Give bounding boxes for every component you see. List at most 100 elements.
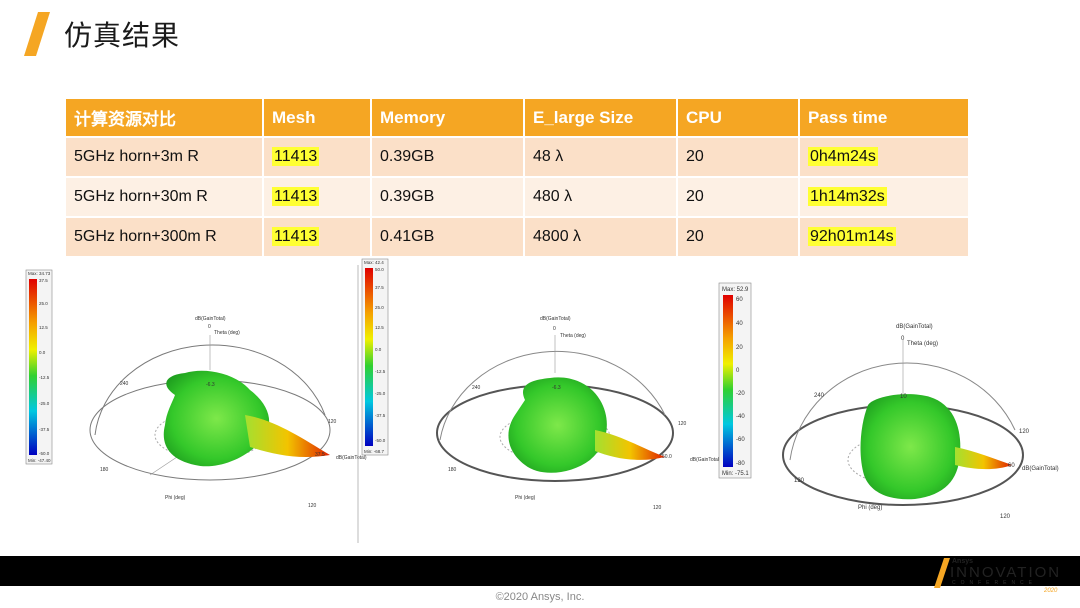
plot-3m: Max: 34.73 37.5 25.0 12.5 0.0 -12.5 -25.… (25, 269, 367, 509)
pass-time-value: 92h01m14s (808, 227, 896, 246)
legend-tick: -12.5 (375, 369, 386, 374)
legend-tick: 0.0 (375, 347, 382, 352)
legend-min: Min: -68.7 (364, 449, 385, 454)
legend-tick: -20 (736, 391, 745, 397)
legend-max: Max: 42.4 (364, 260, 384, 265)
theta-label: Theta (deg) (214, 330, 240, 336)
page-title: 仿真结果 (64, 19, 181, 52)
quantity-label-side: dB(GainTotal) (690, 457, 721, 463)
quantity-label-side: dB(GainTotal) (1022, 466, 1059, 472)
title-accent-bar (24, 12, 50, 56)
cpu-value: 20 (677, 136, 800, 177)
legend-tick: 25.0 (375, 305, 384, 310)
gain-pattern-3d (860, 394, 1012, 500)
quantity-label-side: dB(GainTotal) (336, 455, 367, 461)
plot-30m: Max: 42.4 50.0 37.5 25.0 12.5 0.0 -12.5 … (361, 258, 721, 511)
legend-tick: -25.0 (375, 391, 386, 396)
angle-label-120: 120 (1019, 429, 1030, 435)
legend-max: Max: 52.9 (722, 287, 749, 293)
theta-label: Theta (deg) (907, 341, 938, 347)
case-name: 5GHz horn+3m R (66, 136, 264, 177)
legend-tick: 50.0 (375, 267, 384, 272)
gain-pattern-3d (508, 377, 665, 473)
theta-zero-label: 0 (553, 326, 556, 332)
case-name: 5GHz horn+30m R (66, 176, 264, 217)
theta-label: Theta (deg) (560, 333, 586, 339)
footer-bar (0, 556, 1080, 586)
center-gain-label: -6.3 (206, 382, 215, 388)
plot-300m: Max: 52.9 60 40 20 0 -20 -40 -60 -80 Min… (718, 282, 1059, 520)
legend-min: Min: -47.40 (28, 458, 51, 463)
theta-zero-label: 0 (901, 336, 905, 342)
quantity-label: dB(GainTotal) (896, 324, 933, 330)
legend-tick: -50.0 (39, 451, 50, 456)
logo-subtitle: CONFERENCE (952, 580, 1038, 586)
angle-label-120b: 120 (308, 503, 317, 509)
legend-tick: -50.0 (375, 438, 386, 443)
angle-label-120b: 120 (653, 505, 662, 511)
legend-tick: -80 (736, 461, 745, 467)
table-row: 5GHz horn+30m R 11413 0.39GB 480 λ 20 1h… (66, 176, 970, 217)
mesh-value: 11413 (272, 187, 320, 206)
size-value: 480 λ (524, 176, 678, 217)
legend-min: Min: -75.1 (722, 471, 749, 477)
cpu-value: 20 (677, 216, 800, 256)
axis-labels: dB(GainTotal) 0 Theta (deg) -6.3 240 120… (100, 316, 367, 509)
legend-tick: 12.5 (39, 325, 48, 330)
legend-tick: 25.0 (39, 301, 48, 306)
legend-tick: 12.5 (375, 325, 384, 330)
legend-tick: -37.5 (375, 413, 386, 418)
memory-value: 0.39GB (371, 136, 525, 177)
angle-label-120: 120 (678, 421, 687, 427)
time-cell: 0h4m24s (799, 136, 970, 177)
legend-tick: 0.0 (39, 350, 46, 355)
legend-tick: -12.5 (39, 375, 50, 380)
center-gain-label: 10 (900, 394, 907, 400)
legend-tick: -37.5 (39, 427, 50, 432)
mesh-cell: 11413 (263, 136, 372, 177)
legend-tick: 20 (736, 345, 743, 351)
radiation-pattern-plots: Max: 34.73 37.5 25.0 12.5 0.0 -12.5 -25.… (25, 258, 1059, 543)
pass-time-value: 0h4m24s (808, 147, 878, 166)
table-row: 5GHz horn+3m R 11413 0.39GB 48 λ 20 0h4m… (66, 136, 970, 177)
legend-max: Max: 34.73 (28, 271, 51, 276)
logo-mark (934, 558, 950, 588)
legend-tick: 37.5 (375, 285, 384, 290)
axis-labels: dB(GainTotal) 0 Theta (deg) 10 240 120 6… (794, 324, 1059, 520)
theta-zero-label: 0 (208, 324, 211, 330)
table-header-row: 计算资源对比 Mesh Memory E_large Size CPU Pass… (66, 99, 970, 137)
case-name: 5GHz horn+300m R (66, 216, 264, 256)
mesh-cell: 11413 (263, 176, 372, 217)
angle-label-180: 120 (794, 478, 805, 484)
angle-label-180: 180 (448, 467, 457, 473)
cpu-value: 20 (677, 176, 800, 217)
table-row: 5GHz horn+300m R 11413 0.41GB 4800 λ 20 … (66, 216, 970, 256)
angle-label-240: 240 (120, 381, 129, 387)
time-cell: 1h14m32s (799, 176, 970, 217)
column-header: Memory (371, 99, 525, 137)
peak-label: 60 (1008, 463, 1015, 469)
peak-label: 50.0 (662, 454, 672, 460)
legend-tick: -60 (736, 437, 745, 443)
angle-label-240: 240 (472, 385, 481, 391)
angle-label-120: 120 (328, 419, 337, 425)
pass-time-value: 1h14m32s (808, 187, 887, 206)
copyright-text: ©2020 Ansys, Inc. (495, 591, 585, 603)
size-value: 48 λ (524, 136, 678, 177)
mesh-value: 11413 (272, 147, 320, 166)
colorbar-legend: Max: 52.9 60 40 20 0 -20 -40 -60 -80 Min… (718, 282, 752, 479)
innovation-conference-logo: Ansys INNOVATION CONFERENCE 2020 (930, 556, 1070, 600)
peak-label: 37.5 (315, 452, 325, 458)
resource-comparison-table: 计算资源对比 Mesh Memory E_large Size CPU Pass… (66, 99, 970, 256)
column-header: E_large Size (524, 99, 678, 137)
center-gain-label: -6.3 (552, 385, 561, 391)
colorbar-legend: Max: 34.73 37.5 25.0 12.5 0.0 -12.5 -25.… (25, 269, 53, 465)
phi-label: Phi (deg) (515, 495, 536, 501)
column-header: 计算资源对比 (66, 99, 264, 137)
memory-value: 0.41GB (371, 216, 525, 256)
legend-tick: -40 (736, 414, 745, 420)
colorbar-legend: Max: 42.4 50.0 37.5 25.0 12.5 0.0 -12.5 … (361, 258, 389, 456)
legend-tick: 60 (736, 297, 743, 303)
phi-label: Phi (deg) (858, 505, 882, 511)
column-header: Mesh (263, 99, 372, 137)
